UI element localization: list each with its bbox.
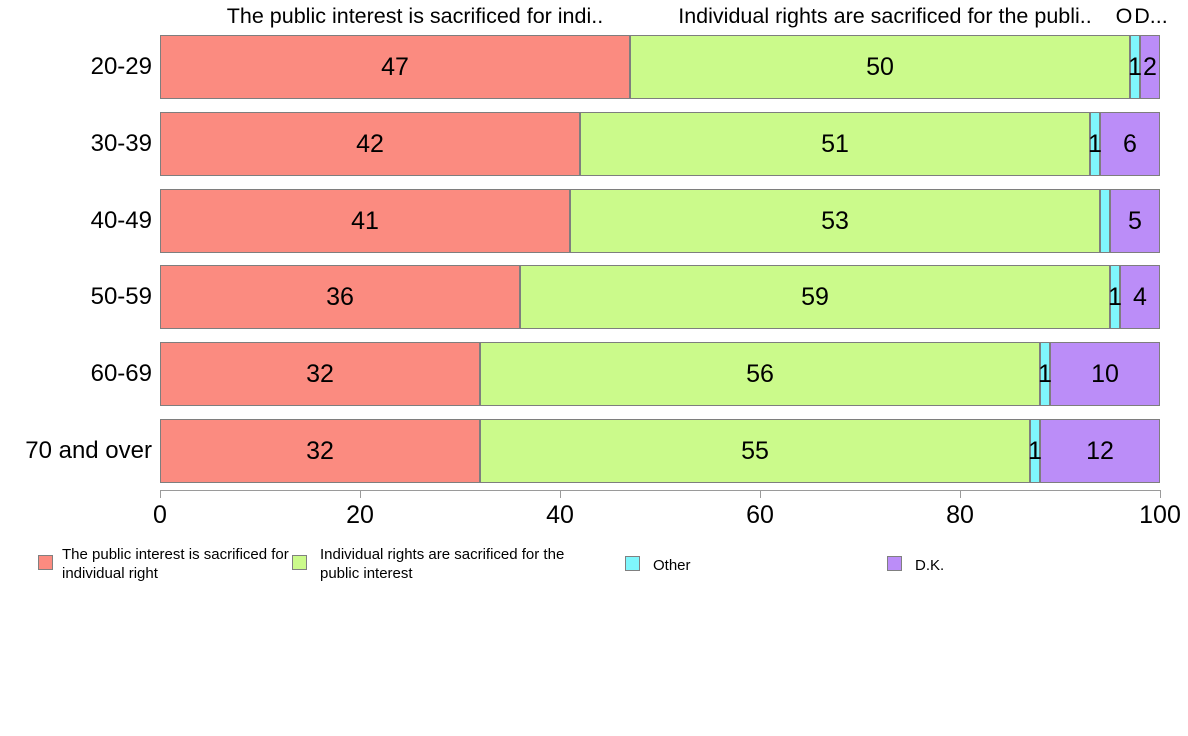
bar-value-label: 1 xyxy=(1128,53,1142,81)
bar-value-label: 47 xyxy=(381,53,409,81)
column-header-public-interest: The public interest is sacrificed for in… xyxy=(226,4,604,28)
bar-row: 32 55 1 12 xyxy=(160,419,1160,483)
x-tick xyxy=(160,490,161,498)
x-tick xyxy=(960,490,961,498)
bar-value-label: 42 xyxy=(356,129,384,158)
bar-row: 36 59 1 4 xyxy=(160,265,1160,330)
legend-label-individual-rights: Individual rights are sacrificed for the… xyxy=(320,546,565,582)
legend-swatch-dk xyxy=(887,556,902,571)
category-label: 30-39 xyxy=(90,129,152,157)
bar-value-label: 41 xyxy=(351,206,379,235)
bar-value-label: 32 xyxy=(306,437,334,465)
x-tick xyxy=(560,490,561,498)
bar-segment xyxy=(1030,419,1040,483)
bar-value-label: 53 xyxy=(821,206,849,235)
bar-segment xyxy=(1130,35,1140,99)
bar-segment xyxy=(570,188,1100,253)
column-header-individual-rights: Individual rights are sacrificed for the… xyxy=(678,4,1092,28)
bar-segment xyxy=(1140,35,1160,99)
bar-segment xyxy=(160,342,480,407)
bar-segment xyxy=(480,419,1030,483)
bar-value-label: 55 xyxy=(741,437,769,465)
bar-segment xyxy=(1050,342,1160,407)
bar-value-label: 1 xyxy=(1028,437,1042,465)
category-label: 60-69 xyxy=(90,360,152,388)
bar-row: 32 56 1 10 xyxy=(160,342,1160,407)
legend-swatch-public-interest xyxy=(38,555,53,570)
bar-segment xyxy=(1040,419,1160,483)
bar-segment xyxy=(520,265,1110,330)
bar-row: 42 51 1 6 xyxy=(160,111,1160,176)
x-tick xyxy=(360,490,361,498)
column-header-other: O xyxy=(1115,4,1133,28)
bar-value-label: 4 xyxy=(1133,283,1147,312)
bar-segment xyxy=(1120,265,1160,330)
bar-segment xyxy=(1090,111,1100,176)
bar-segment xyxy=(160,111,580,176)
x-axis-line xyxy=(160,490,1161,491)
bar-segment xyxy=(1110,188,1160,253)
x-tick-label: 40 xyxy=(546,501,574,529)
bar-value-label: 56 xyxy=(746,360,774,389)
bar-value-label: 1 xyxy=(1038,360,1052,389)
category-label: 70 and over xyxy=(25,437,152,464)
bar-segment xyxy=(160,419,480,483)
bar-value-label: 50 xyxy=(866,53,894,81)
bar-segment xyxy=(1100,188,1110,253)
bar-segment xyxy=(1100,111,1160,176)
bar-value-label: 36 xyxy=(326,283,354,312)
x-tick-label: 60 xyxy=(746,501,774,529)
category-label: 40-49 xyxy=(90,206,152,234)
bar-segment xyxy=(1040,342,1050,407)
x-tick-label: 80 xyxy=(946,501,974,529)
x-tick xyxy=(760,490,761,498)
x-tick-label: 0 xyxy=(153,501,167,529)
bar-segment xyxy=(580,111,1090,176)
bar-value-label: 5 xyxy=(1128,206,1142,235)
bar-value-label: 32 xyxy=(306,360,334,389)
bar-value-label: 10 xyxy=(1091,360,1119,389)
legend-label-dk: D.K. xyxy=(915,557,945,574)
bar-value-label: 1 xyxy=(1088,129,1102,158)
x-tick xyxy=(1160,490,1161,498)
bar-segment xyxy=(160,265,520,330)
bar-value-label: 59 xyxy=(801,283,829,312)
column-header-dk: D... xyxy=(1134,4,1168,28)
category-label: 50-59 xyxy=(90,283,152,311)
bar-segment xyxy=(480,342,1040,407)
legend-swatch-individual-rights xyxy=(292,555,307,570)
bar-value-label: 12 xyxy=(1086,437,1114,465)
bar-value-label: 1 xyxy=(1108,283,1122,312)
legend-swatch-other xyxy=(625,556,640,571)
x-tick-label: 100 xyxy=(1139,501,1181,529)
bar-value-label: 6 xyxy=(1123,129,1137,158)
bar-row: 41 53 5 xyxy=(160,188,1160,253)
category-label: 20-29 xyxy=(90,53,152,80)
bar-value-label: 51 xyxy=(821,129,849,158)
legend-label-other: Other xyxy=(653,557,691,574)
legend-label-public-interest: The public interest is sacrificed for in… xyxy=(62,546,289,582)
bar-segment xyxy=(160,188,570,253)
x-tick-label: 20 xyxy=(346,501,374,529)
bar-row: 47 50 1 2 xyxy=(160,35,1160,99)
bar-segment xyxy=(630,35,1130,99)
bar-segment xyxy=(1110,265,1120,330)
bar-segment xyxy=(160,35,630,99)
bar-value-label: 2 xyxy=(1143,53,1157,81)
